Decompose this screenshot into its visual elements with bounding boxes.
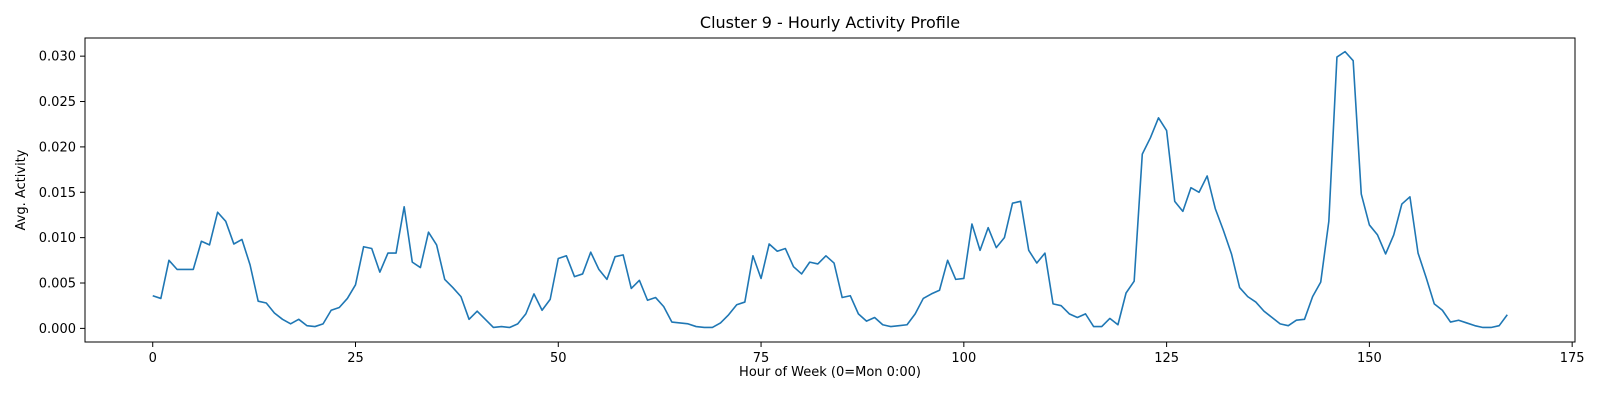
y-tick-label: 0.025 [39, 95, 76, 110]
y-tick-label: 0.000 [39, 322, 76, 337]
x-axis: 0 25 50 75 100 125 150 175 [149, 342, 1585, 366]
chart-title: Cluster 9 - Hourly Activity Profile [700, 13, 960, 32]
series-line-0 [152, 50, 1508, 329]
y-tick-label: 0.020 [39, 140, 76, 155]
x-tick-label: 150 [1357, 351, 1382, 366]
y-tick-label: 0.030 [39, 50, 76, 65]
y-tick-label: 0.015 [39, 186, 76, 201]
y-tick-label: 0.005 [39, 277, 76, 292]
y-axis: 0.000 0.005 0.010 0.015 0.020 0.025 0.030 [39, 50, 85, 337]
y-tick-label: 0.010 [39, 231, 76, 246]
x-tick-label: 75 [753, 351, 770, 366]
x-tick-label: 125 [1154, 351, 1179, 366]
x-tick-label: 175 [1560, 351, 1585, 366]
x-tick-label: 25 [347, 351, 364, 366]
y-axis-label: Avg. Activity [14, 149, 29, 230]
axes-frame [84, 37, 1576, 343]
x-tick-label: 50 [550, 351, 567, 366]
x-tick-label: 0 [149, 351, 157, 366]
x-tick-label: 100 [951, 351, 976, 366]
x-axis-label: Hour of Week (0=Mon 0:00) [739, 365, 921, 380]
plot-area [152, 50, 1508, 329]
